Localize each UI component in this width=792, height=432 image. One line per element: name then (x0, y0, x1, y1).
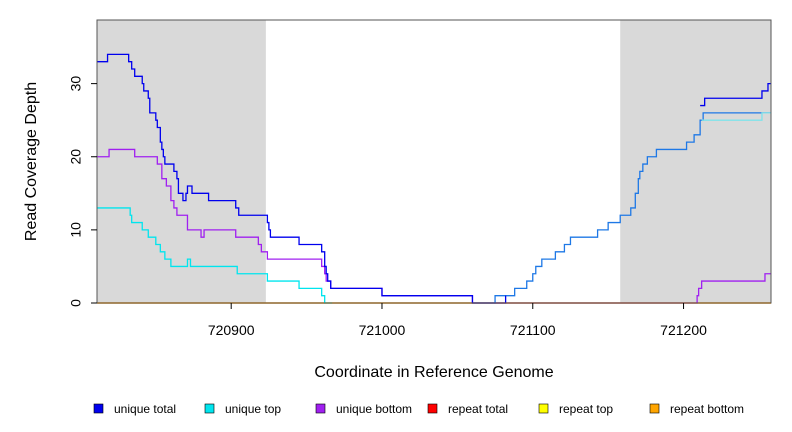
y-axis-title: Read Coverage Depth (23, 82, 40, 241)
y-tick-label: 10 (68, 222, 84, 238)
legend-label-4: repeat top (559, 402, 613, 416)
legend-label-5: repeat bottom (670, 402, 744, 416)
legend-swatch-0 (93, 403, 104, 414)
series-line-0 (97, 53, 507, 304)
shaded-region-0 (97, 20, 266, 303)
legend-swatch-2 (315, 403, 326, 414)
legend-swatch-1 (204, 403, 215, 414)
y-tick-label: 0 (68, 299, 84, 307)
series-line-8 (700, 82, 771, 107)
series-line-7 (701, 112, 771, 121)
x-tick-label: 721200 (660, 322, 707, 338)
legend-swatch-4 (538, 403, 549, 414)
y-tick-label: 20 (68, 149, 84, 165)
x-tick-label: 720900 (208, 322, 255, 338)
legend: unique total unique top unique bottom repea… (93, 402, 744, 416)
x-axis: 720900 721000 721100 721200 (208, 303, 707, 338)
legend-label-2: unique bottom (336, 402, 412, 416)
legend-label-3: repeat total (448, 402, 508, 416)
x-tick-label: 721000 (359, 322, 406, 338)
legend-swatch-5 (649, 403, 660, 414)
x-tick-label: 721100 (510, 322, 556, 338)
shaded-region-1 (620, 20, 771, 303)
series-line-1 (97, 207, 333, 304)
legend-label-0: unique total (114, 402, 176, 416)
y-axis: 0 10 20 30 (68, 76, 97, 307)
shaded-regions (97, 20, 771, 303)
y-tick-label: 30 (68, 76, 84, 92)
series-line-6 (472, 112, 771, 304)
legend-label-1: unique top (225, 402, 281, 416)
plot-frame (96, 19, 772, 304)
legend-swatch-3 (427, 403, 438, 414)
x-axis-title: Coordinate in Reference Genome (314, 364, 553, 381)
